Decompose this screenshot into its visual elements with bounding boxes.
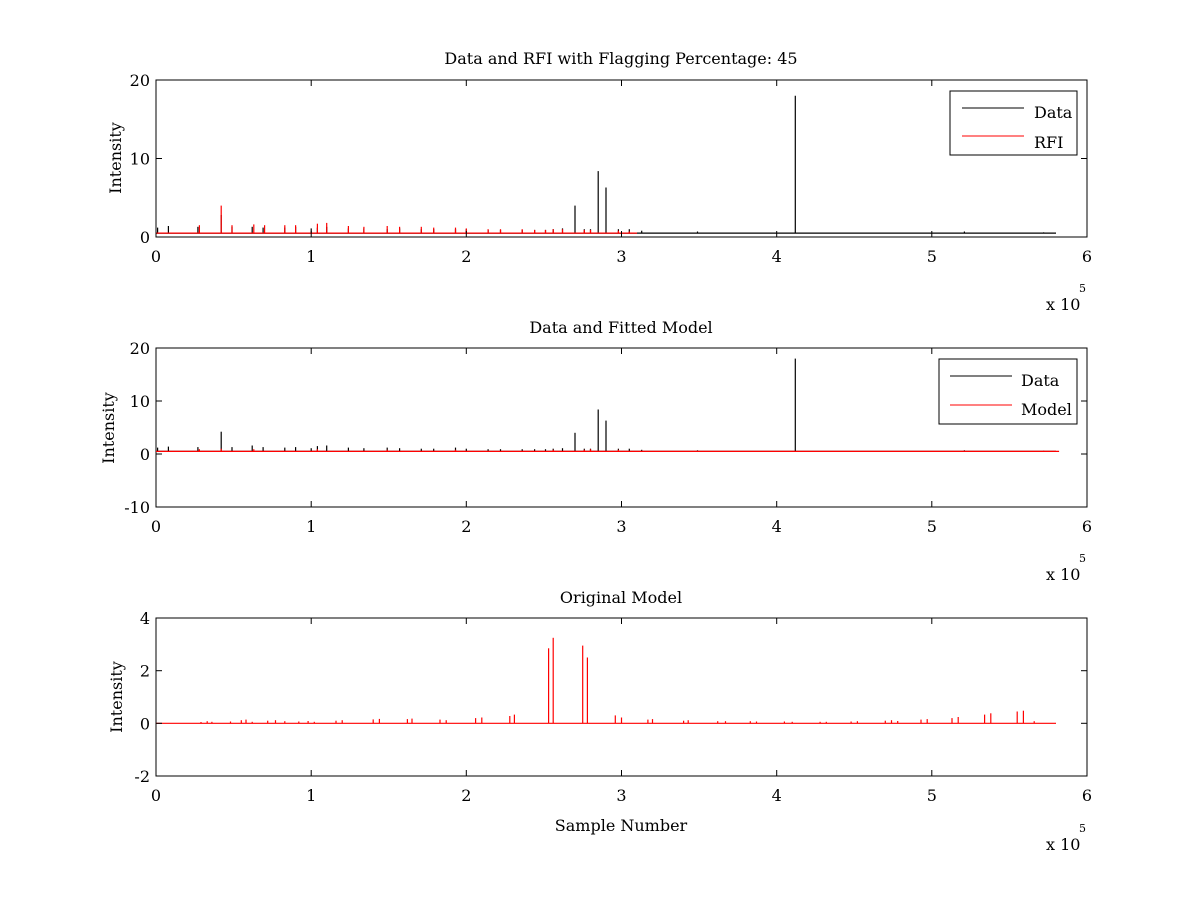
- axes-1-x-multiplier: x 10 5: [1046, 282, 1086, 314]
- x-tick-label: 5: [927, 247, 937, 266]
- axes-1: Data and RFI with Flagging Percentage: 4…: [106, 49, 1092, 314]
- x-tick-label: 0: [151, 517, 161, 536]
- y-tick-label: -2: [134, 767, 150, 786]
- axes-1-legend: Data RFI: [949, 90, 1078, 156]
- axes-1-multiplier-base: x 10: [1046, 295, 1080, 314]
- x-tick-label: 1: [306, 247, 316, 266]
- x-tick-label: 2: [461, 517, 471, 536]
- x-tick-label: 1: [306, 517, 316, 536]
- axes-3-title: Original Model: [560, 588, 682, 607]
- axes-1-series-rfi: [156, 205, 637, 234]
- x-tick-label: 3: [616, 786, 626, 805]
- axes-2-title: Data and Fitted Model: [529, 318, 712, 337]
- axes-1-frame: [155, 79, 1088, 238]
- x-tick-label: 2: [461, 786, 471, 805]
- y-tick-label: 10: [130, 150, 150, 169]
- y-tick-label: 2: [140, 662, 150, 681]
- axes-2-ylabel: Intensity: [99, 392, 118, 464]
- axes-1-ylabel: Intensity: [106, 122, 125, 194]
- axes-2-legend: Data Model: [938, 358, 1078, 425]
- x-tick-label: 4: [772, 517, 782, 536]
- axes-3-series-model: [156, 637, 1056, 724]
- x-tick-label: 3: [616, 247, 626, 266]
- y-tick-label: -10: [124, 498, 150, 517]
- x-tick-label: 4: [772, 786, 782, 805]
- axes-2-multiplier-base: x 10: [1046, 565, 1080, 584]
- axes-1-ticks: 0 1 2 3 4 5 6 0 10 20: [130, 71, 1092, 266]
- axes-2-multiplier-exponent: 5: [1079, 552, 1086, 565]
- axes-1-legend-label-data: Data: [1034, 103, 1073, 122]
- y-tick-label: 10: [130, 392, 150, 411]
- y-tick-label: 0: [140, 228, 150, 247]
- x-tick-label: 5: [927, 517, 937, 536]
- axes-3-ylabel: Intensity: [107, 661, 126, 733]
- axes-2-legend-box: [938, 358, 1078, 425]
- axes-3-multiplier-base: x 10: [1046, 835, 1080, 854]
- y-tick-label: 20: [130, 339, 150, 358]
- x-tick-label: 0: [151, 247, 161, 266]
- x-tick-label: 6: [1082, 786, 1092, 805]
- axes-1-legend-box: [949, 90, 1078, 156]
- x-tick-label: 3: [616, 517, 626, 536]
- y-tick-label: 4: [140, 609, 150, 628]
- x-tick-label: 4: [772, 247, 782, 266]
- x-tick-label: 0: [151, 786, 161, 805]
- y-tick-label: 20: [130, 71, 150, 90]
- axes-1-plot-area: [156, 95, 1056, 234]
- x-tick-label: 1: [306, 786, 316, 805]
- x-tick-label: 5: [927, 786, 937, 805]
- x-tick-label: 6: [1082, 517, 1092, 536]
- y-tick-label: 0: [140, 714, 150, 733]
- axes-1-title: Data and RFI with Flagging Percentage: 4…: [444, 49, 797, 68]
- axes-3-x-multiplier: x 10 5: [1046, 822, 1086, 854]
- axes-2-plot-area: [156, 358, 1060, 452]
- axes-2-series-model: [156, 448, 1060, 452]
- x-tick-label: 2: [461, 247, 471, 266]
- axes-3-xlabel: Sample Number: [555, 816, 688, 835]
- axes-3-frame: [155, 617, 1088, 777]
- axes-2-x-multiplier: x 10 5: [1046, 552, 1086, 584]
- axes-3-plot-area: [156, 637, 1056, 724]
- axes-3-multiplier-exponent: 5: [1079, 822, 1086, 835]
- axes-2-legend-label-model: Model: [1021, 400, 1072, 419]
- x-tick-label: 6: [1082, 247, 1092, 266]
- axes-1-multiplier-exponent: 5: [1079, 282, 1086, 295]
- axes-1-legend-label-rfi: RFI: [1034, 133, 1063, 152]
- y-tick-label: 0: [140, 445, 150, 464]
- axes-2-legend-label-data: Data: [1021, 371, 1060, 390]
